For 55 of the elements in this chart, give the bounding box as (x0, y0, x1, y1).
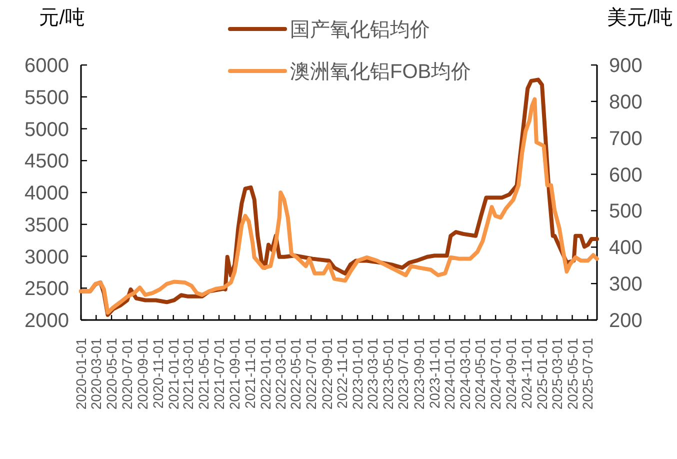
y2-tick-label: 500 (609, 200, 642, 223)
y-axis-title: 元/吨 (39, 7, 85, 29)
x-tick-label: 2023-01-01 (350, 338, 366, 410)
y-tick-label: 2500 (24, 278, 69, 300)
x-tick-label: 2025-07-01 (580, 338, 596, 410)
x-tick-label: 2021-03-01 (180, 338, 196, 410)
x-tick-label: 2020-03-01 (88, 338, 104, 410)
x-tick-label: 2022-05-01 (288, 338, 304, 410)
legend-label: 国产氧化铝均价 (290, 19, 430, 41)
y-tick-label: 4500 (24, 150, 69, 173)
x-tick-label: 2021-09-01 (226, 338, 243, 410)
y2-tick-label: 700 (609, 128, 642, 150)
x-tick-label: 2021-07-01 (211, 338, 228, 410)
x-tick-label: 2024-01-01 (442, 338, 458, 410)
y-tick-label: 3500 (24, 214, 69, 236)
x-tick-label: 2023-03-01 (364, 338, 380, 410)
y2-tick-label: 600 (609, 164, 642, 186)
y-tick-label: 6000 (24, 55, 69, 77)
y2-tick-label: 900 (609, 55, 642, 77)
x-tick-label: 2024-05-01 (472, 338, 488, 410)
x-tick-label: 2024-11-01 (518, 338, 535, 409)
x-tick-label: 2025-03-01 (548, 338, 565, 410)
x-tick-label: 2022-03-01 (272, 338, 288, 410)
x-tick-label: 2022-07-01 (303, 338, 320, 410)
y-tick-label: 5000 (24, 118, 69, 141)
x-tick-label: 2021-01-01 (165, 338, 182, 410)
y2-tick-label: 200 (609, 310, 642, 332)
x-tick-label: 2020-05-01 (104, 338, 120, 410)
y-tick-label: 5500 (24, 86, 69, 109)
x-tick-label: 2022-09-01 (318, 338, 335, 410)
x-tick-label: 2025-01-01 (534, 338, 550, 410)
x-tick-label: 2023-09-01 (410, 338, 427, 410)
y-tick-label: 2000 (24, 310, 69, 332)
y-tick-label: 4000 (24, 182, 69, 204)
x-tick-label: 2023-11-01 (426, 338, 442, 409)
x-tick-label: 2020-01-01 (73, 338, 89, 410)
x-tick-label: 2024-03-01 (456, 338, 473, 410)
x-tick-label: 2022-01-01 (257, 338, 274, 410)
x-tick-label: 2023-05-01 (380, 338, 396, 410)
x-tick-label: 2021-05-01 (196, 338, 212, 410)
x-tick-label: 2023-07-01 (395, 338, 412, 410)
x-tick-label: 2025-05-01 (564, 338, 580, 410)
y2-axis-title: 美元/吨 (607, 6, 673, 29)
y2-tick-label: 400 (609, 237, 642, 260)
x-tick-label: 2024-09-01 (503, 338, 520, 410)
x-tick-label: 2022-11-01 (334, 338, 350, 409)
x-tick-label: 2021-11-01 (242, 338, 258, 409)
x-tick-label: 2020-11-01 (150, 338, 166, 409)
y2-tick-label: 300 (609, 274, 642, 296)
x-tick-label: 2024-07-01 (488, 338, 504, 410)
x-tick-label: 2020-07-01 (118, 338, 135, 410)
y-tick-label: 3000 (24, 246, 69, 268)
x-tick-label: 2020-09-01 (134, 338, 151, 410)
legend-label: 澳洲氧化铝FOB均价 (290, 61, 472, 83)
y2-tick-label: 800 (609, 91, 642, 114)
